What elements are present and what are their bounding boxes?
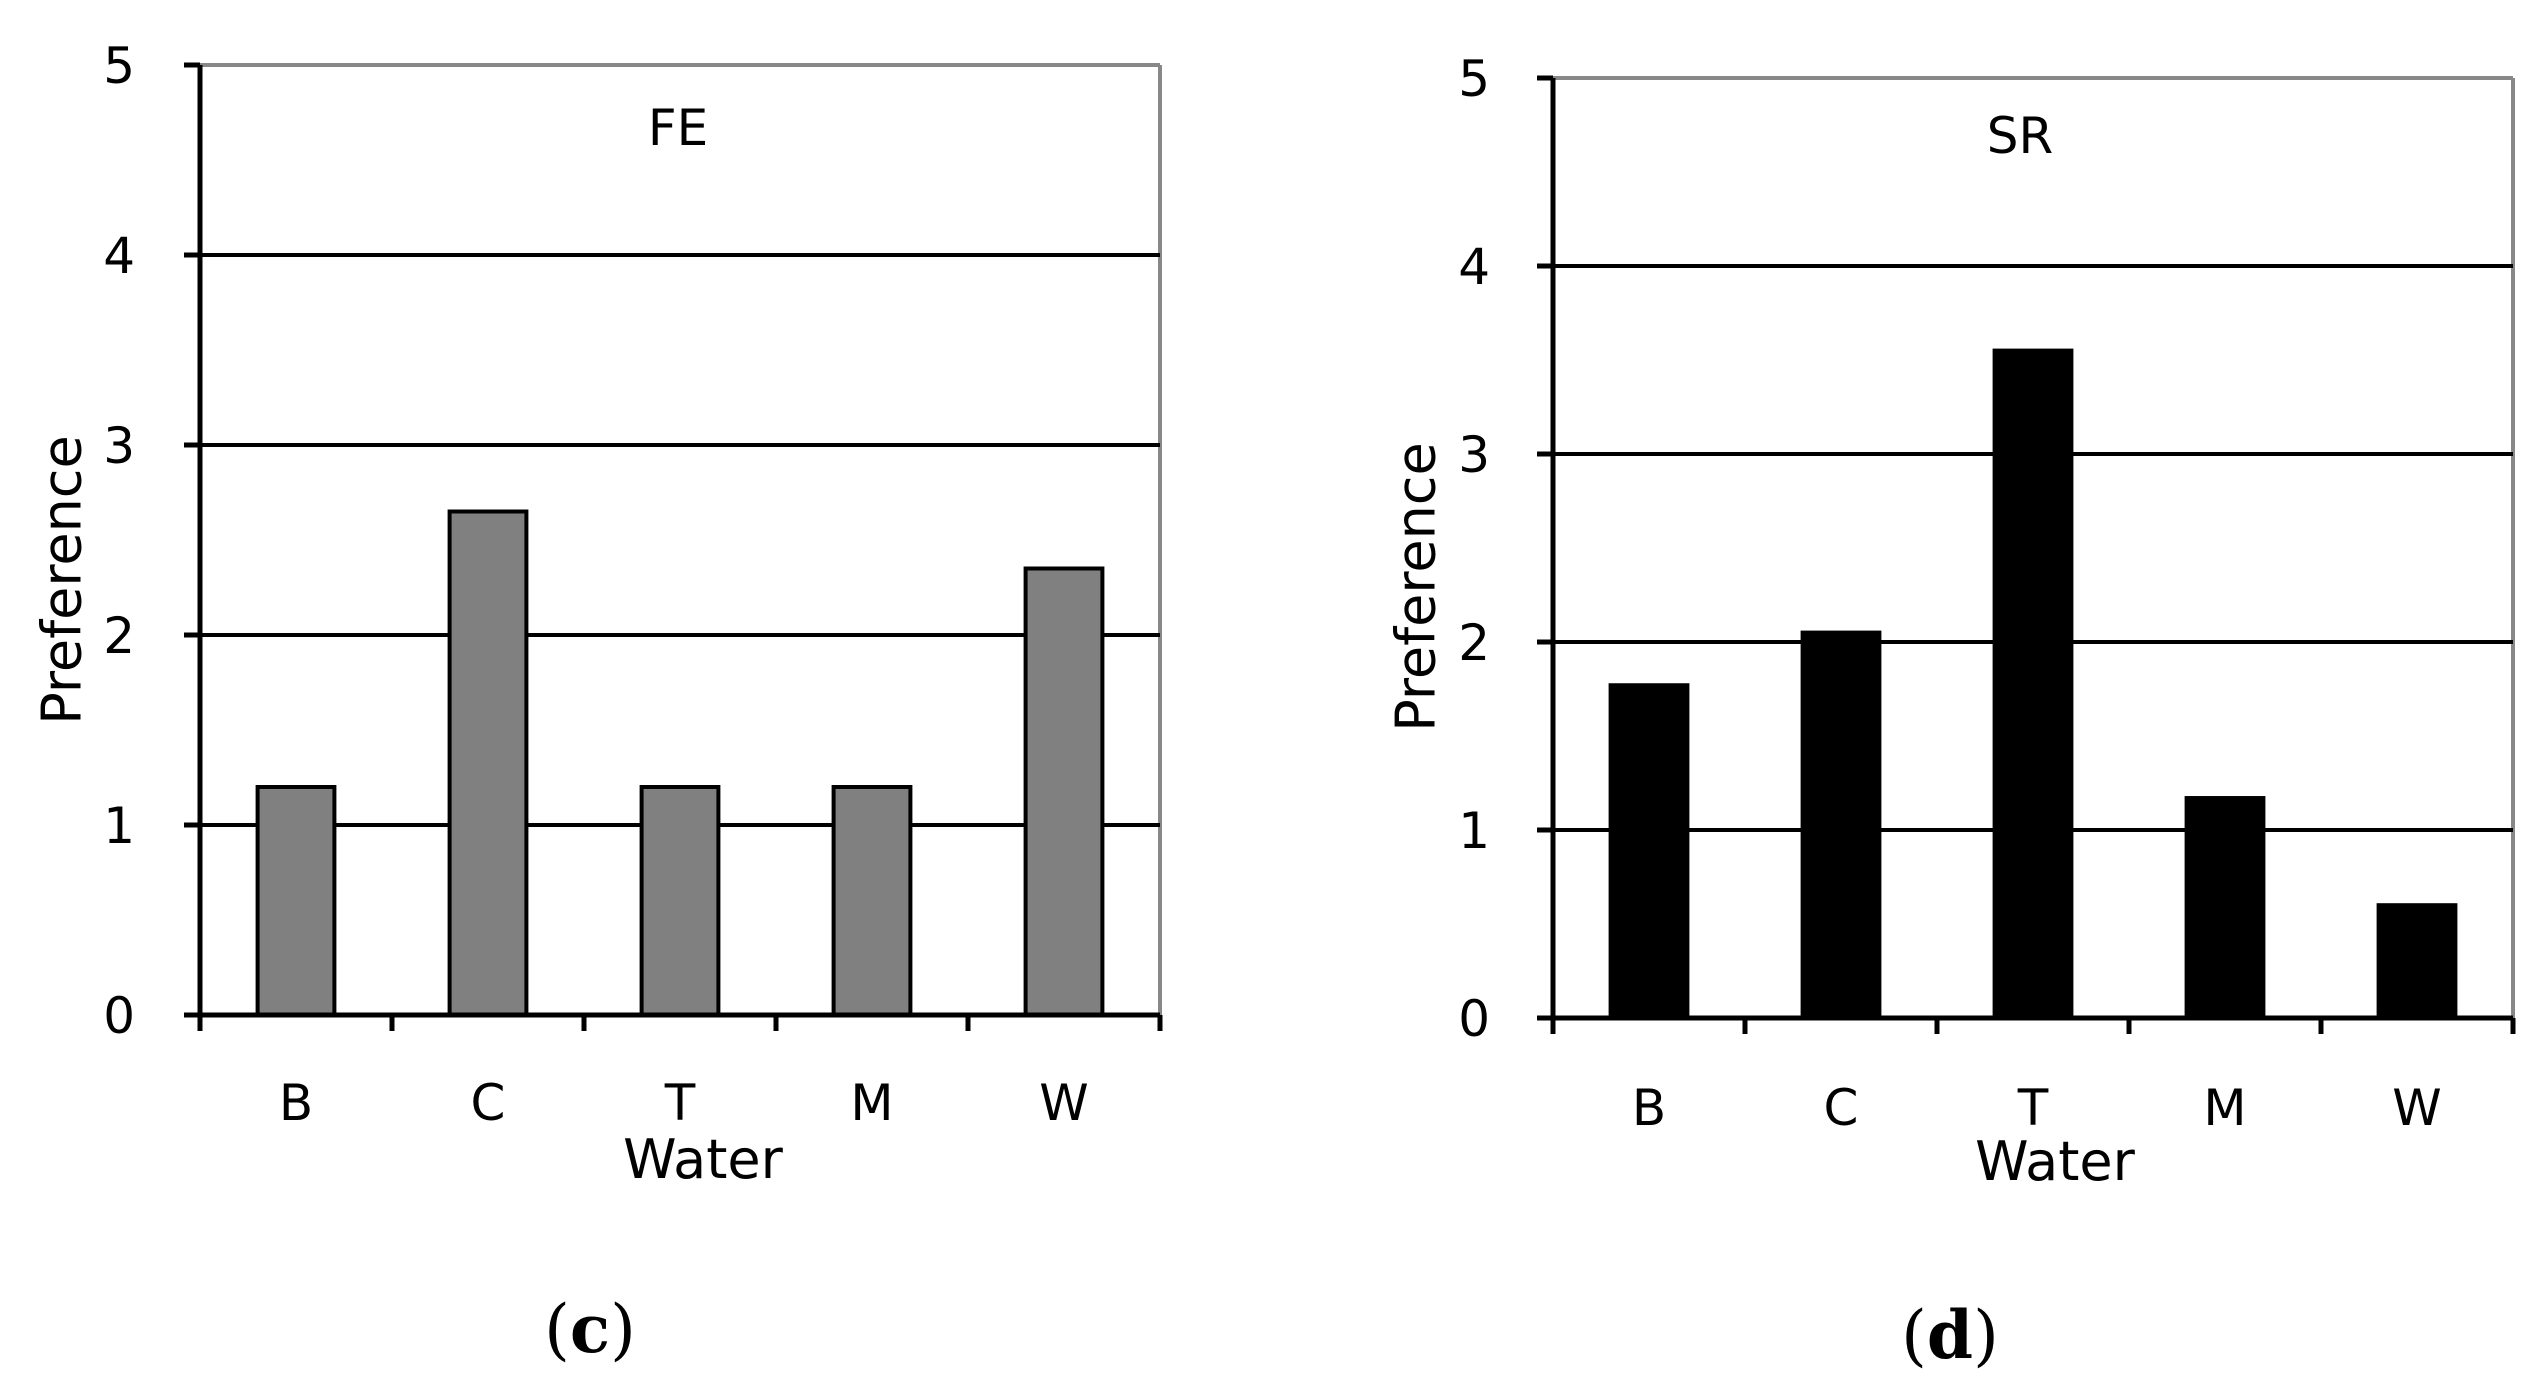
- chart-0-x-tick-label: C: [471, 1074, 506, 1132]
- chart-1-x-tick-label: B: [1632, 1079, 1666, 1137]
- chart-0-y-tick-label: 3: [103, 417, 135, 475]
- chart-0-x-tick-label: B: [279, 1074, 313, 1132]
- chart-sr: 0 1 2 3 4 5 B C T M W SR Water Preference (d): [1385, 50, 2516, 1374]
- chart-0-bar-W: [1023, 566, 1105, 1017]
- chart-0-bar-B: [255, 785, 337, 1017]
- chart-0-bar-M: [831, 785, 913, 1017]
- chart-1-x-axis-title: Water: [1975, 1130, 2135, 1193]
- chart-1-y-axis-title: Preference: [1385, 442, 1448, 731]
- chart-1-y-tick-label: 2: [1458, 614, 1490, 672]
- chart-0-y-tick-label: 2: [103, 607, 135, 665]
- chart-1-bar-B: [1608, 683, 1690, 1020]
- chart-0-y-tick-label: 0: [103, 987, 135, 1045]
- chart-1-y-tick-label: 1: [1458, 802, 1490, 860]
- chart-1-y-tick-label: 3: [1458, 426, 1490, 484]
- chart-0-panel-label: (c): [544, 1290, 636, 1368]
- chart-0-title: FE: [648, 99, 708, 157]
- chart-1-y-tick-label: 4: [1458, 238, 1490, 296]
- chart-1-x-tick-label: W: [2392, 1079, 2441, 1137]
- chart-0-x-tick-label: W: [1039, 1074, 1088, 1132]
- chart-0-x-axis-title: Water: [623, 1128, 783, 1191]
- chart-0-panel-label-letter: c: [570, 1290, 610, 1368]
- chart-1-panel-label-letter: d: [1927, 1296, 1973, 1374]
- chart-1-panel-label-open: (: [1901, 1297, 1927, 1374]
- chart-1-panel-label-close: ): [1973, 1297, 1999, 1374]
- chart-0-y-tick-label: 5: [103, 37, 135, 95]
- chart-1-x-tick-label: C: [1824, 1079, 1859, 1137]
- chart-1-title: SR: [1987, 107, 2053, 165]
- chart-0-y-tick-label: 1: [103, 797, 135, 855]
- chart-0-y-tick-label: 4: [103, 227, 135, 285]
- chart-fe: 0 1 2 3 4 5 B C T M W FE Water Preference (c): [31, 37, 1163, 1368]
- chart-1-x-tick-label: T: [2017, 1079, 2049, 1137]
- chart-0-y-axis-title: Preference: [31, 435, 94, 724]
- chart-1-bar-C: [1800, 630, 1882, 1020]
- chart-1-x-tick-label: M: [2203, 1079, 2246, 1137]
- chart-1-y-tick-label: 5: [1458, 50, 1490, 108]
- chart-1-bar-W: [2376, 903, 2458, 1021]
- chart-1-bar-T: [1992, 348, 2074, 1021]
- chart-1-panel-label: (d): [1901, 1296, 1999, 1374]
- chart-0-panel-label-close: ): [610, 1291, 636, 1368]
- chart-1-bar-M: [2184, 796, 2266, 1020]
- chart-0-panel-label-open: (: [544, 1291, 570, 1368]
- chart-1-y-tick-label: 0: [1458, 990, 1490, 1048]
- chart-0-x-tick-label: T: [664, 1074, 696, 1132]
- chart-0-bar-T: [639, 785, 721, 1017]
- chart-0-bar-C: [447, 509, 529, 1017]
- chart-0-x-tick-label: M: [850, 1074, 893, 1132]
